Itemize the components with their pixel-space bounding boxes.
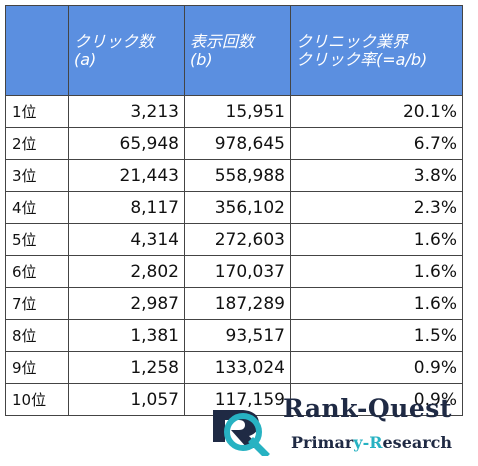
impressions-cell: 15,951 [184, 95, 291, 128]
table-body: 1位 3,213 15,951 20.1% 2位 65,948 978,645 6.7% 3位 2… [5, 95, 463, 416]
header-clicks-sub: (a) [74, 49, 97, 69]
header-impressions-sub: (b) [190, 49, 213, 69]
header-impressions: 表示回数 (b) [184, 5, 291, 96]
rank-cell: 10位 [5, 383, 69, 416]
clicks-cell: 21,443 [68, 159, 185, 192]
ctr-cell: 3.8% [290, 159, 463, 192]
logo-tagline-part2: esearch [382, 433, 453, 452]
logo-tagline: Primary-Research [291, 433, 452, 452]
header-ctr-sub: クリック率(=a/b) [296, 49, 428, 69]
header-corner-cell [5, 5, 69, 96]
clicks-cell: 4,314 [68, 223, 185, 256]
impressions-cell: 170,037 [184, 255, 291, 288]
logo-tagline-accent: y-R [353, 433, 383, 452]
impressions-cell: 133,024 [184, 351, 291, 384]
rank-cell: 7位 [5, 287, 69, 320]
clicks-cell: 2,987 [68, 287, 185, 320]
header-ctr: クリニック業界 クリック率(=a/b) [290, 5, 463, 96]
impressions-cell: 978,645 [184, 127, 291, 160]
clicks-cell: 1,057 [68, 383, 185, 416]
rank-quest-logo: Rank-Quest Primary-Research [209, 394, 469, 458]
clicks-cell: 2,802 [68, 255, 185, 288]
clicks-cell: 65,948 [68, 127, 185, 160]
header-clicks-label: クリック数 [74, 31, 155, 51]
table-header-row: クリック数 (a) 表示回数 (b) クリニック業界 クリック率(=a/b) [5, 5, 463, 96]
rank-cell: 6位 [5, 255, 69, 288]
table-row: 1位 3,213 15,951 20.1% [5, 95, 463, 128]
clicks-cell: 1,381 [68, 319, 185, 352]
ctr-cell: 2.3% [290, 191, 463, 224]
ctr-cell: 1.6% [290, 255, 463, 288]
impressions-cell: 356,102 [184, 191, 291, 224]
rank-cell: 5位 [5, 223, 69, 256]
ctr-cell: 0.9% [290, 351, 463, 384]
clicks-cell: 3,213 [68, 95, 185, 128]
table-row: 6位 2,802 170,037 1.6% [5, 255, 463, 288]
table-row: 10位 1,057 117,159 0.9% [5, 383, 463, 416]
impressions-cell: 272,603 [184, 223, 291, 256]
impressions-cell: 187,289 [184, 287, 291, 320]
ctr-cell: 1.6% [290, 287, 463, 320]
rank-cell: 8位 [5, 319, 69, 352]
ctr-cell: 1.5% [290, 319, 463, 352]
ctr-cell: 6.7% [290, 127, 463, 160]
table-row: 7位 2,987 187,289 1.6% [5, 287, 463, 320]
header-clicks: クリック数 (a) [68, 5, 185, 96]
table-row: 2位 65,948 978,645 6.7% [5, 127, 463, 160]
ranking-table: クリック数 (a) 表示回数 (b) クリニック業界 クリック率(=a/b) 1… [5, 5, 463, 416]
rank-cell: 1位 [5, 95, 69, 128]
table-row: 4位 8,117 356,102 2.3% [5, 191, 463, 224]
clicks-cell: 1,258 [68, 351, 185, 384]
impressions-cell: 93,517 [184, 319, 291, 352]
table-row: 3位 21,443 558,988 3.8% [5, 159, 463, 192]
rank-cell: 4位 [5, 191, 69, 224]
table-row: 5位 4,314 272,603 1.6% [5, 223, 463, 256]
clicks-cell: 8,117 [68, 191, 185, 224]
table-row: 9位 1,258 133,024 0.9% [5, 351, 463, 384]
rank-cell: 3位 [5, 159, 69, 192]
rank-cell: 9位 [5, 351, 69, 384]
ctr-cell: 0.9% [290, 383, 463, 416]
ctr-cell: 1.6% [290, 223, 463, 256]
header-ctr-label: クリニック業界 [296, 31, 409, 51]
header-impressions-label: 表示回数 [190, 31, 255, 51]
table-row: 8位 1,381 93,517 1.5% [5, 319, 463, 352]
impressions-cell: 558,988 [184, 159, 291, 192]
ctr-cell: 20.1% [290, 95, 463, 128]
logo-tagline-part1: Primar [291, 433, 354, 452]
rank-cell: 2位 [5, 127, 69, 160]
rank-quest-logo-icon [213, 410, 270, 456]
logo-name: Rank-Quest [283, 394, 452, 423]
